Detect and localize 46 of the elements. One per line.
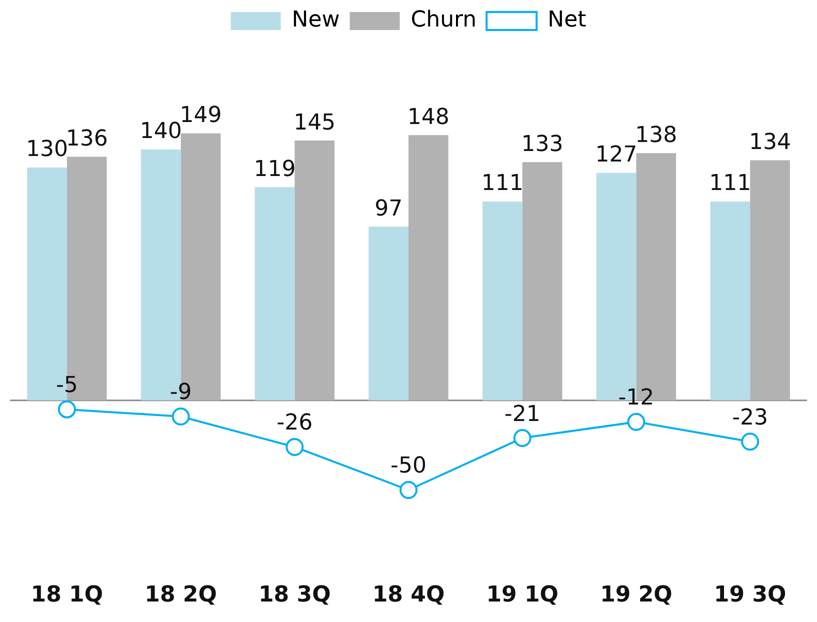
data-label: 134 bbox=[748, 130, 791, 155]
data-label: 149 bbox=[180, 103, 222, 128]
data-label: 133 bbox=[521, 132, 564, 157]
point bbox=[741, 432, 760, 451]
x-tick-label: 18 2Q bbox=[144, 582, 217, 608]
point bbox=[286, 438, 304, 456]
bar bbox=[482, 201, 522, 400]
point bbox=[627, 412, 646, 431]
data-label: -26 bbox=[276, 410, 313, 436]
bar bbox=[294, 140, 334, 400]
point bbox=[513, 429, 532, 448]
data-label: 140 bbox=[140, 119, 182, 144]
point bbox=[58, 400, 76, 418]
data-label: 138 bbox=[635, 122, 678, 148]
bar bbox=[522, 162, 562, 400]
x-tick-label: 19 3Q bbox=[714, 582, 786, 608]
data-label: 111 bbox=[481, 171, 524, 196]
data-label: 119 bbox=[254, 156, 296, 182]
data-label: 97 bbox=[374, 196, 403, 222]
data-label: 130 bbox=[26, 137, 68, 162]
legend-label: Net bbox=[548, 8, 587, 33]
data-label: -23 bbox=[732, 405, 768, 430]
data-label: 127 bbox=[595, 142, 638, 168]
data-label: 136 bbox=[66, 126, 108, 152]
x-tick-label: 19 1Q bbox=[486, 582, 559, 608]
legend-label: New bbox=[292, 8, 340, 33]
x-tick-label: 18 1Q bbox=[30, 582, 104, 608]
bar bbox=[254, 187, 295, 400]
data-label: -12 bbox=[618, 386, 654, 411]
legend-label: Churn bbox=[410, 8, 477, 33]
x-tick-label: 19 2Q bbox=[600, 582, 672, 608]
data-label: -5 bbox=[56, 373, 78, 398]
data-label: 111 bbox=[709, 171, 752, 196]
bar bbox=[710, 201, 750, 400]
data-label: 148 bbox=[407, 104, 450, 130]
x-tick-label: 18 4Q bbox=[372, 582, 445, 608]
bar bbox=[408, 135, 448, 400]
data-label: -9 bbox=[170, 380, 192, 406]
bar bbox=[368, 226, 408, 400]
point bbox=[172, 408, 190, 426]
bar bbox=[750, 160, 790, 400]
data-label: -50 bbox=[390, 454, 426, 479]
data-label: -21 bbox=[504, 402, 540, 427]
x-tick-label: 18 3Q bbox=[258, 582, 331, 608]
data-label: 145 bbox=[294, 110, 336, 136]
point bbox=[400, 481, 418, 499]
